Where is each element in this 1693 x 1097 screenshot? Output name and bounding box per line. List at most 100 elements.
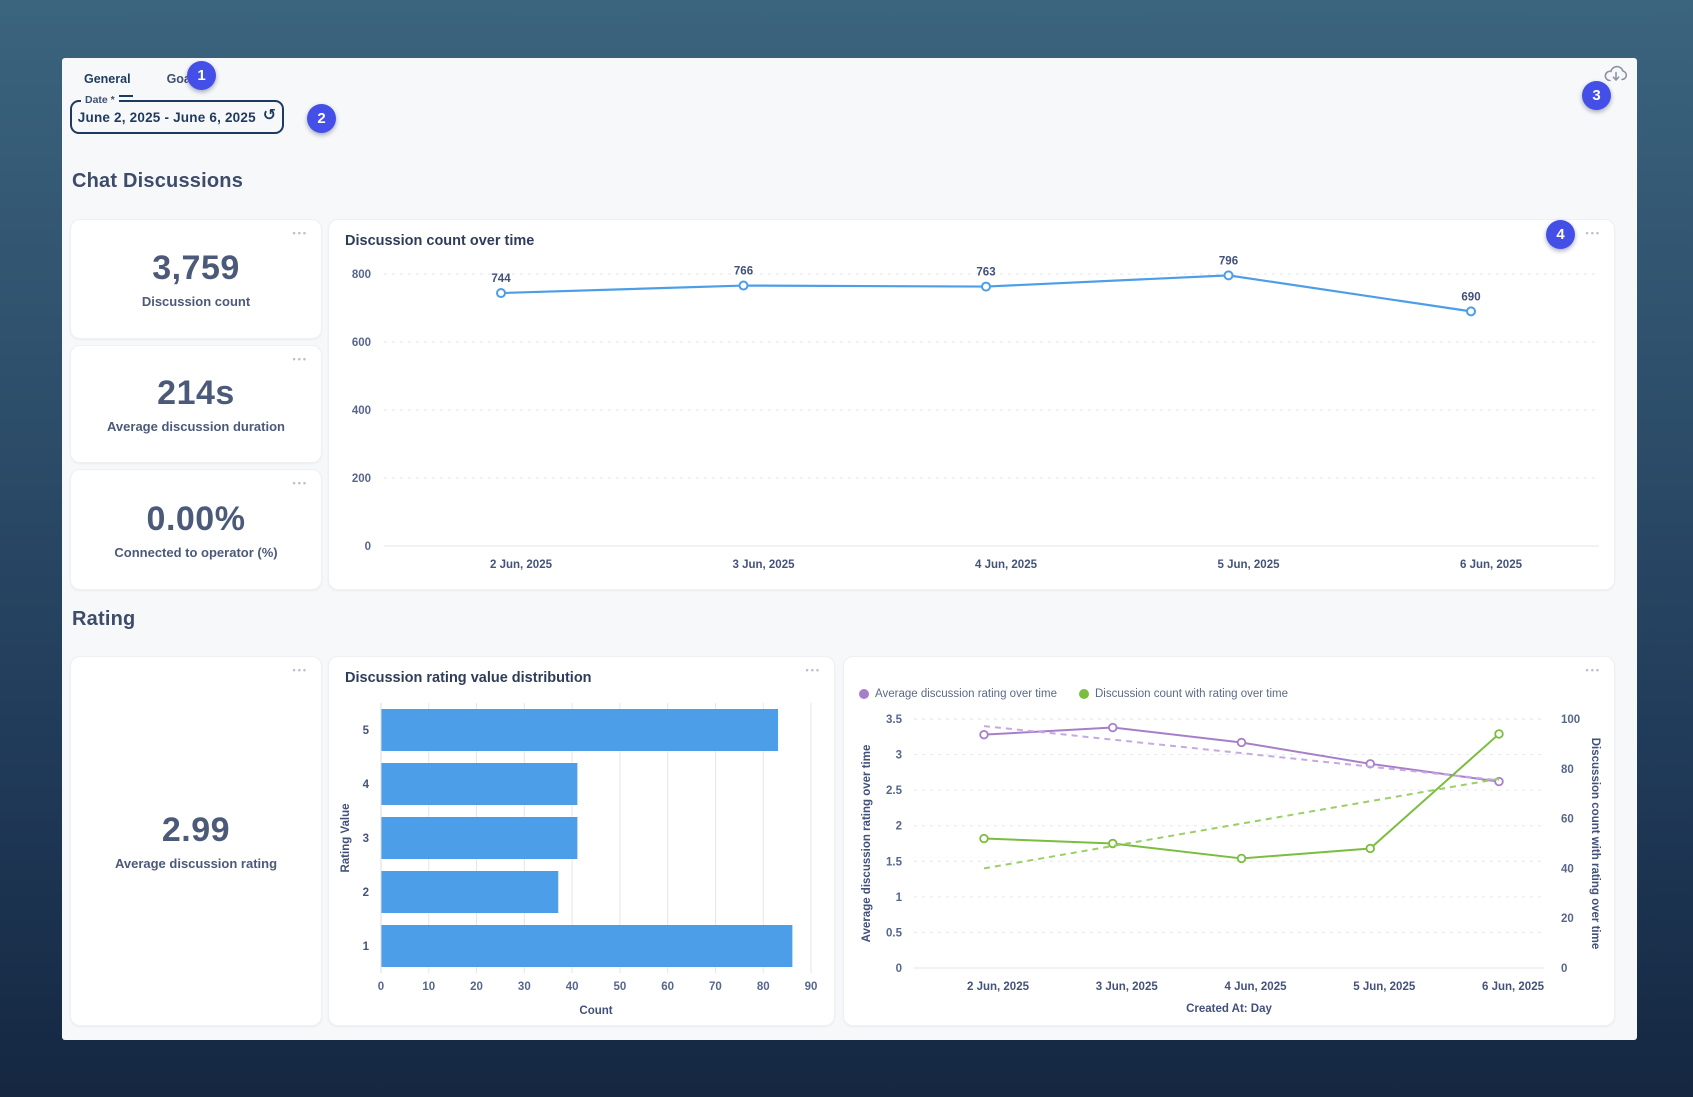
svg-text:70: 70 — [709, 981, 722, 993]
svg-text:20: 20 — [470, 981, 483, 993]
kpi-card-avg-rating: ••• 2.99 Average discussion rating — [70, 656, 322, 1026]
legend-dot-purple — [859, 689, 869, 699]
card-menu-icon[interactable]: ••• — [292, 478, 308, 488]
svg-text:0: 0 — [365, 541, 371, 553]
svg-text:200: 200 — [352, 473, 371, 485]
svg-text:1: 1 — [896, 892, 903, 904]
chart-card-rating-over-time: ••• Average discussion rating over time … — [843, 656, 1615, 1026]
svg-text:Count: Count — [579, 1005, 612, 1017]
svg-text:3 Jun, 2025: 3 Jun, 2025 — [1096, 981, 1159, 993]
kpi-label: Average discussion rating — [114, 856, 278, 871]
svg-text:6 Jun, 2025: 6 Jun, 2025 — [1460, 559, 1523, 571]
kpi-value: 214s — [157, 374, 235, 412]
date-range-value: June 2, 2025 - June 6, 2025 — [77, 109, 256, 125]
kpi-card-avg-duration: ••• 214s Average discussion duration — [70, 345, 322, 463]
svg-text:763: 763 — [976, 267, 995, 279]
date-range-field[interactable]: Date * June 2, 2025 - June 6, 2025 ↺ — [70, 94, 284, 134]
date-field-label: Date * — [81, 94, 119, 106]
rating-distribution-bar-chart: 0 10 20 30 40 50 60 70 80 90 5 4 3 2 1 Rating Value Coun… — [340, 703, 818, 1017]
annotation-badge-4: 4 — [1546, 220, 1575, 249]
svg-text:4: 4 — [363, 779, 370, 791]
legend-item-count-with-rating: Discussion count with rating over time — [1078, 688, 1288, 700]
tab-bar: General Goals — [82, 66, 203, 97]
kpi-card-discussion-count: ••• 3,759 Discussion count — [70, 219, 322, 339]
svg-text:744: 744 — [491, 273, 511, 285]
svg-text:3: 3 — [896, 750, 902, 762]
svg-text:600: 600 — [352, 337, 371, 349]
kpi-card-connected-operator: ••• 0.00% Connected to operator (%) — [70, 469, 322, 590]
svg-text:20: 20 — [1561, 913, 1574, 925]
svg-text:4 Jun, 2025: 4 Jun, 2025 — [1224, 981, 1287, 993]
kpi-value: 3,759 — [152, 249, 240, 287]
svg-text:Average discussion rating over: Average discussion rating over time — [861, 745, 873, 943]
svg-text:5 Jun, 2025: 5 Jun, 2025 — [1217, 559, 1280, 571]
legend-dot-green — [1078, 689, 1089, 699]
chart-card-discussion-count-over-time: Discussion count over time ••• 0 200 400 60… — [328, 219, 1615, 590]
card-menu-icon[interactable]: ••• — [1585, 665, 1601, 675]
card-menu-icon[interactable]: ••• — [805, 665, 821, 675]
svg-text:3.5: 3.5 — [886, 714, 903, 726]
svg-text:2 Jun, 2025: 2 Jun, 2025 — [967, 981, 1030, 993]
chart-title: Discussion count over time — [345, 233, 535, 249]
svg-text:3: 3 — [363, 833, 369, 845]
tab-general[interactable]: General — [82, 66, 133, 97]
svg-text:3 Jun, 2025: 3 Jun, 2025 — [732, 559, 795, 571]
legend-label: Average discussion rating over time — [875, 688, 1057, 700]
cloud-download-icon[interactable] — [1603, 63, 1629, 85]
svg-text:30: 30 — [518, 981, 531, 993]
svg-text:90: 90 — [805, 981, 818, 993]
svg-text:Rating Value: Rating Value — [340, 803, 352, 872]
svg-text:0: 0 — [1561, 963, 1567, 975]
card-menu-icon[interactable]: ••• — [1585, 228, 1601, 238]
svg-text:0.5: 0.5 — [886, 927, 903, 939]
legend-item-avg-rating: Average discussion rating over time — [859, 688, 1057, 700]
discussion-count-line-chart: 0 200 400 600 800 744 2 Jun, 2025 766 3 Jun, 202… — [352, 256, 1599, 571]
svg-text:60: 60 — [661, 981, 674, 993]
chart-card-rating-distribution: Discussion rating value distribution •••… — [328, 656, 835, 1026]
legend-label: Discussion count with rating over time — [1094, 688, 1288, 700]
svg-text:1.5: 1.5 — [886, 856, 903, 868]
svg-text:6 Jun, 2025: 6 Jun, 2025 — [1482, 981, 1545, 993]
kpi-label: Connected to operator (%) — [114, 544, 278, 560]
svg-text:Discussion count with rating o: Discussion count with rating over time — [1589, 738, 1601, 950]
svg-text:5 Jun, 2025: 5 Jun, 2025 — [1353, 981, 1416, 993]
svg-text:40: 40 — [566, 981, 579, 993]
kpi-value: 2.99 — [161, 811, 231, 849]
svg-text:40: 40 — [1561, 863, 1574, 875]
kpi-label: Average discussion duration — [107, 419, 285, 434]
kpi-value: 0.00% — [146, 499, 246, 538]
svg-text:0: 0 — [896, 963, 902, 975]
svg-text:2 Jun, 2025: 2 Jun, 2025 — [490, 559, 553, 571]
svg-text:Created At: Day: Created At: Day — [1186, 1003, 1272, 1015]
svg-text:766: 766 — [734, 266, 753, 278]
card-menu-icon[interactable]: ••• — [292, 665, 308, 675]
dashboard-panel: General Goals Date * June 2, 2025 - June… — [62, 58, 1637, 1040]
kpi-label: Discussion count — [141, 294, 251, 309]
chart-legend: Average discussion rating over time Disc… — [859, 688, 1288, 700]
svg-text:5: 5 — [363, 725, 370, 737]
svg-text:80: 80 — [1561, 764, 1574, 776]
svg-text:400: 400 — [352, 405, 371, 417]
svg-text:60: 60 — [1561, 814, 1574, 826]
svg-text:50: 50 — [613, 981, 626, 993]
svg-text:100: 100 — [1561, 714, 1580, 726]
svg-text:10: 10 — [422, 981, 435, 993]
svg-text:1: 1 — [363, 941, 370, 953]
card-menu-icon[interactable]: ••• — [292, 354, 308, 364]
annotation-badge-3: 3 — [1582, 81, 1611, 110]
annotation-badge-1: 1 — [187, 61, 216, 90]
svg-text:2.5: 2.5 — [886, 785, 903, 797]
annotation-badge-2: 2 — [307, 104, 336, 133]
svg-text:80: 80 — [757, 981, 770, 993]
svg-text:0: 0 — [378, 981, 384, 993]
section-title-rating: Rating — [72, 608, 136, 630]
svg-text:690: 690 — [1461, 291, 1480, 303]
svg-text:796: 796 — [1219, 256, 1238, 267]
svg-text:4 Jun, 2025: 4 Jun, 2025 — [975, 559, 1038, 571]
chart-title: Discussion rating value distribution — [345, 670, 592, 686]
rating-over-time-dual-axis-chart: 0 0.5 1 1.5 2 2.5 3 3.5 0 20 40 60 80 100 2 Jun, 2025 3… — [861, 714, 1601, 1015]
reset-icon[interactable]: ↺ — [262, 107, 277, 124]
card-menu-icon[interactable]: ••• — [292, 228, 308, 238]
svg-text:2: 2 — [896, 821, 902, 833]
svg-text:800: 800 — [352, 269, 371, 281]
